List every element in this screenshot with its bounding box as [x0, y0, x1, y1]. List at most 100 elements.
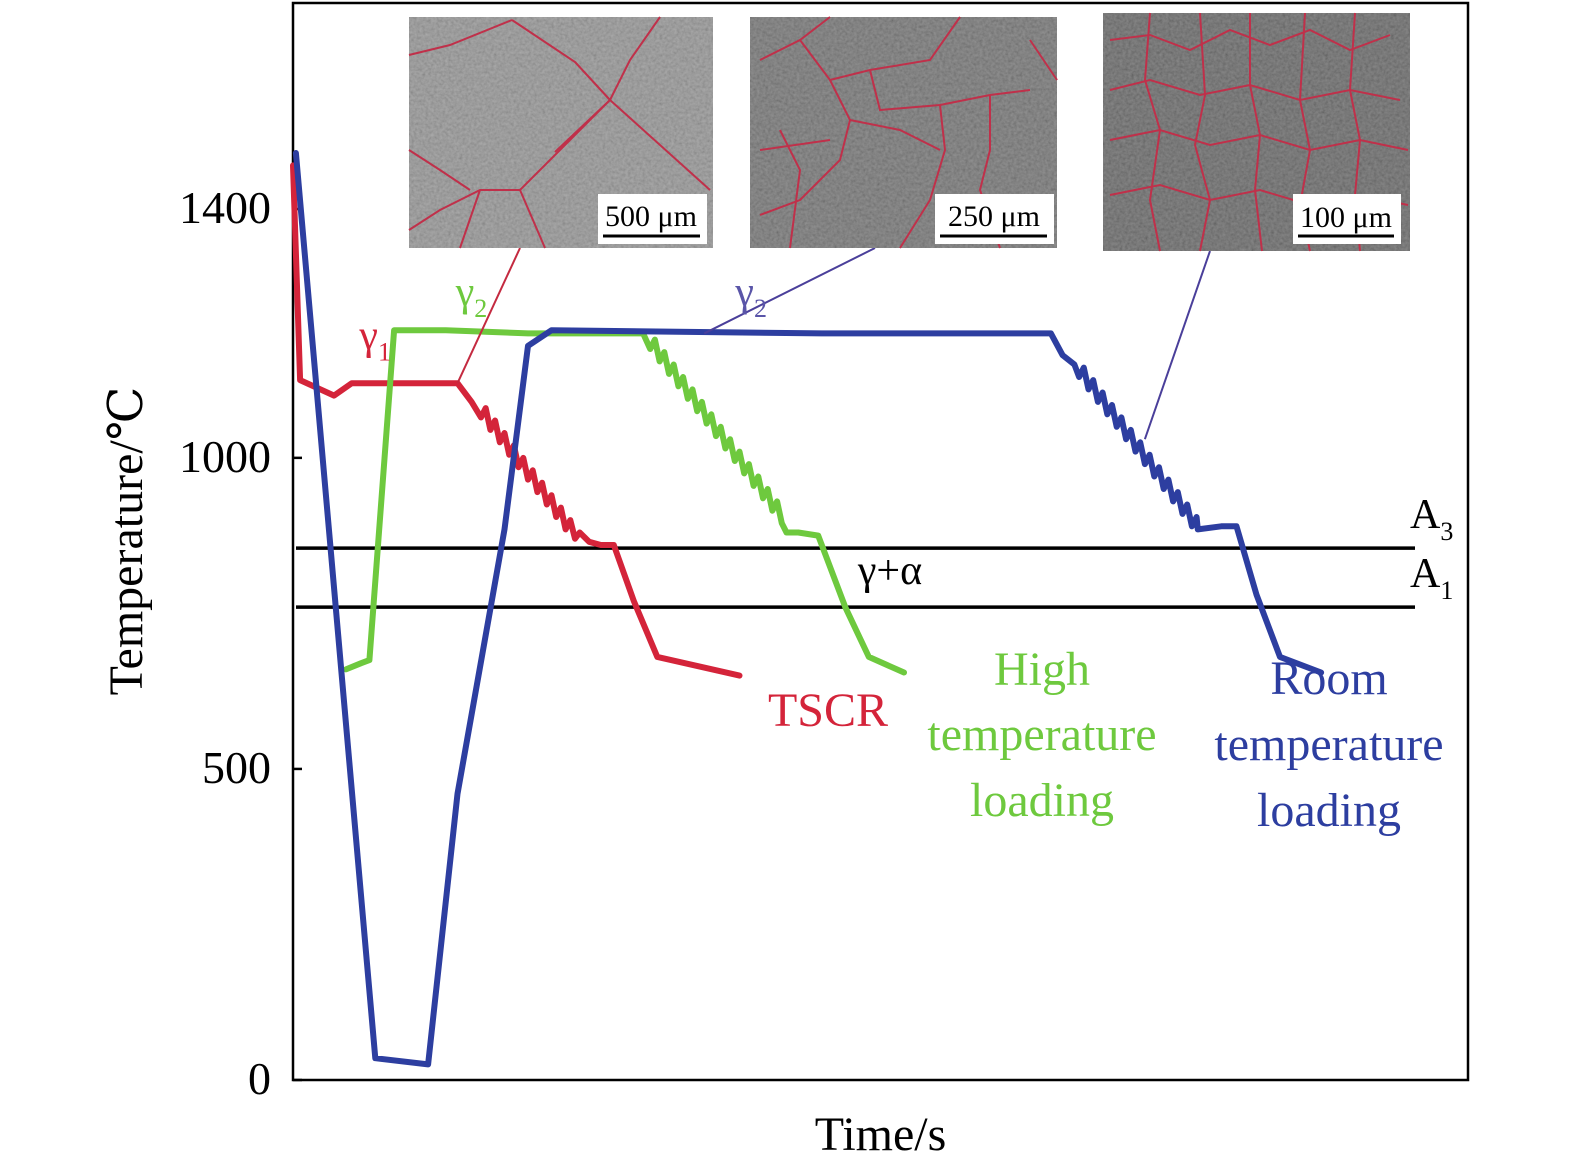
data-point-high-temperature-loading — [713, 433, 719, 439]
data-point-room-temperature-loading — [1133, 449, 1138, 455]
inset-leader-line — [703, 247, 876, 335]
data-point-room-temperature-loading — [1128, 427, 1134, 433]
data-point-room-temperature-loading — [1060, 352, 1066, 358]
data-point-tscr — [654, 654, 660, 660]
data-point-high-temperature-loading — [732, 458, 738, 464]
reference-label-a1-base: A — [1410, 551, 1441, 597]
grain-boundary — [554, 99, 611, 153]
data-point-tscr — [297, 377, 303, 383]
scale-bar-label: 100 μm — [1300, 201, 1392, 234]
data-point-room-temperature-loading — [1142, 461, 1148, 467]
data-point-room-temperature-loading — [1195, 527, 1201, 532]
data-point-room-temperature-loading — [1118, 415, 1124, 420]
data-point-high-temperature-loading — [842, 604, 848, 610]
data-point-room-temperature-loading — [1175, 489, 1181, 495]
x-axis-label: Time/s — [815, 1108, 947, 1161]
series-label-high-temperature-loading-line: High — [994, 643, 1090, 696]
data-point-room-temperature-loading — [1123, 436, 1129, 442]
data-point-tscr — [349, 380, 355, 386]
grain-boundary — [899, 104, 947, 249]
data-point-tscr — [525, 477, 531, 483]
data-point-tscr — [516, 464, 521, 470]
data-point-high-temperature-loading — [718, 424, 724, 430]
data-point-tscr — [539, 480, 545, 486]
data-point-room-temperature-loading — [936, 331, 942, 336]
phase-label-gamma1-sub: 1 — [378, 338, 391, 367]
data-point-room-temperature-loading — [502, 527, 507, 532]
series-label-tscr: TSCR — [768, 684, 888, 737]
data-point-tscr — [488, 427, 493, 433]
data-point-high-temperature-loading — [760, 495, 766, 501]
data-point-high-temperature-loading — [727, 436, 733, 442]
data-point-room-temperature-loading — [1095, 399, 1101, 405]
grain-boundary — [459, 189, 481, 249]
data-point-high-temperature-loading — [901, 670, 907, 675]
data-point-high-temperature-loading — [443, 327, 449, 333]
data-point-room-temperature-loading — [293, 150, 299, 156]
grain-boundary — [759, 139, 831, 151]
series-label-room-temperature-loading-line: loading — [1257, 784, 1401, 837]
data-point-high-temperature-loading — [666, 371, 672, 377]
data-point-room-temperature-loading — [1184, 502, 1190, 507]
data-point-high-temperature-loading — [685, 396, 691, 402]
data-point-room-temperature-loading — [1161, 486, 1167, 492]
data-point-high-temperature-loading — [676, 383, 681, 389]
grain-boundary — [408, 149, 471, 191]
data-point-high-temperature-loading — [661, 349, 667, 355]
data-point-tscr — [572, 536, 578, 542]
data-point-high-temperature-loading — [652, 337, 658, 343]
data-point-tscr — [530, 467, 536, 473]
data-point-room-temperature-loading — [1086, 387, 1091, 392]
phase-label-gamma2-sub: 2 — [754, 294, 767, 323]
phase-label-gamma2-sub: 2 — [474, 294, 487, 323]
data-point-high-temperature-loading — [525, 331, 531, 336]
data-point-tscr — [520, 455, 526, 461]
data-point-tscr — [478, 415, 484, 420]
grain-boundary — [779, 129, 802, 249]
data-point-room-temperature-loading — [1090, 377, 1096, 383]
reference-label-a1: A1 — [1410, 551, 1453, 605]
phase-label-gamma2: γ2 — [455, 269, 488, 323]
microstructure-inset-100-m: 100 μm — [1103, 12, 1410, 252]
data-point-high-temperature-loading — [647, 346, 653, 352]
data-point-room-temperature-loading — [549, 327, 554, 333]
reference-label-a3-sub: 3 — [1440, 517, 1453, 546]
data-point-high-temperature-loading — [774, 499, 780, 504]
grain-boundary — [1029, 39, 1058, 81]
data-point-tscr — [553, 514, 559, 520]
region-label: γ+α — [857, 548, 922, 594]
grain-boundary — [609, 16, 661, 101]
grain-boundary — [1249, 13, 1263, 252]
data-point-room-temperature-loading — [1076, 374, 1082, 380]
data-point-room-temperature-loading — [1277, 654, 1283, 660]
data-point-room-temperature-loading — [1147, 452, 1152, 458]
data-point-high-temperature-loading — [866, 654, 872, 660]
series-line-tscr — [290, 162, 743, 679]
data-point-high-temperature-loading — [737, 449, 742, 455]
series-label-high-temperature-loading-line: temperature — [927, 708, 1156, 761]
data-point-tscr — [577, 530, 583, 535]
data-point-high-temperature-loading — [741, 471, 747, 476]
y-tick-label: 0 — [248, 1053, 271, 1104]
data-point-room-temperature-loading — [1318, 670, 1324, 675]
data-point-high-temperature-loading — [815, 533, 821, 539]
reference-label-a3-base: A — [1410, 492, 1441, 538]
y-tick-label: 500 — [202, 742, 271, 793]
grain-boundary — [1193, 12, 1212, 252]
data-point-room-temperature-loading — [1137, 439, 1143, 445]
data-point-room-temperature-loading — [1048, 331, 1054, 336]
data-point-high-temperature-loading — [358, 660, 364, 666]
y-axis-label: Temperature/℃ — [100, 387, 153, 696]
inset-leader-line — [456, 247, 521, 384]
data-point-high-temperature-loading — [708, 411, 714, 417]
data-point-room-temperature-loading — [1218, 523, 1224, 529]
data-point-tscr — [598, 542, 604, 548]
data-point-high-temperature-loading — [784, 530, 789, 535]
microstructure-inset-250-m: 250 μm — [750, 16, 1058, 249]
scale-bar-label: 250 μm — [948, 200, 1040, 233]
data-point-room-temperature-loading — [1114, 424, 1120, 430]
data-point-tscr — [506, 452, 512, 458]
data-point-room-temperature-loading — [1194, 514, 1199, 520]
data-point-room-temperature-loading — [1180, 511, 1185, 517]
